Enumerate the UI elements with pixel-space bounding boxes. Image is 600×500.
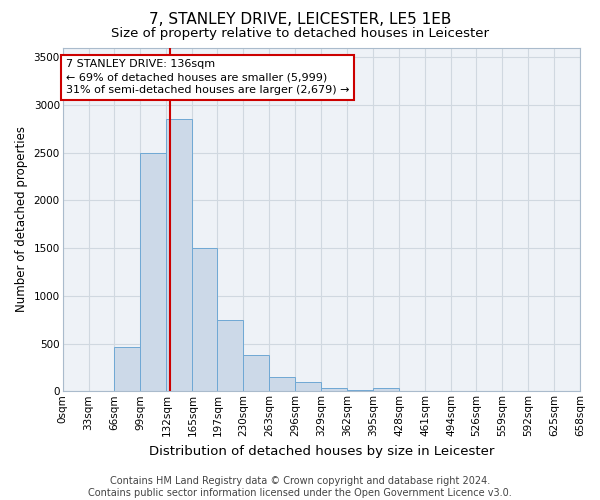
Bar <box>347 390 373 392</box>
Bar <box>373 388 399 392</box>
Bar <box>269 377 295 392</box>
Text: Contains HM Land Registry data © Crown copyright and database right 2024.
Contai: Contains HM Land Registry data © Crown c… <box>88 476 512 498</box>
Text: Size of property relative to detached houses in Leicester: Size of property relative to detached ho… <box>111 28 489 40</box>
Bar <box>321 388 347 392</box>
Bar <box>166 119 193 392</box>
Bar <box>193 248 217 392</box>
Text: 7, STANLEY DRIVE, LEICESTER, LE5 1EB: 7, STANLEY DRIVE, LEICESTER, LE5 1EB <box>149 12 451 28</box>
Bar <box>295 382 321 392</box>
Bar <box>217 320 244 392</box>
Bar <box>244 355 269 392</box>
Bar <box>115 348 140 392</box>
Y-axis label: Number of detached properties: Number of detached properties <box>15 126 28 312</box>
Bar <box>140 152 166 392</box>
X-axis label: Distribution of detached houses by size in Leicester: Distribution of detached houses by size … <box>149 444 494 458</box>
Text: 7 STANLEY DRIVE: 136sqm
← 69% of detached houses are smaller (5,999)
31% of semi: 7 STANLEY DRIVE: 136sqm ← 69% of detache… <box>66 59 349 96</box>
